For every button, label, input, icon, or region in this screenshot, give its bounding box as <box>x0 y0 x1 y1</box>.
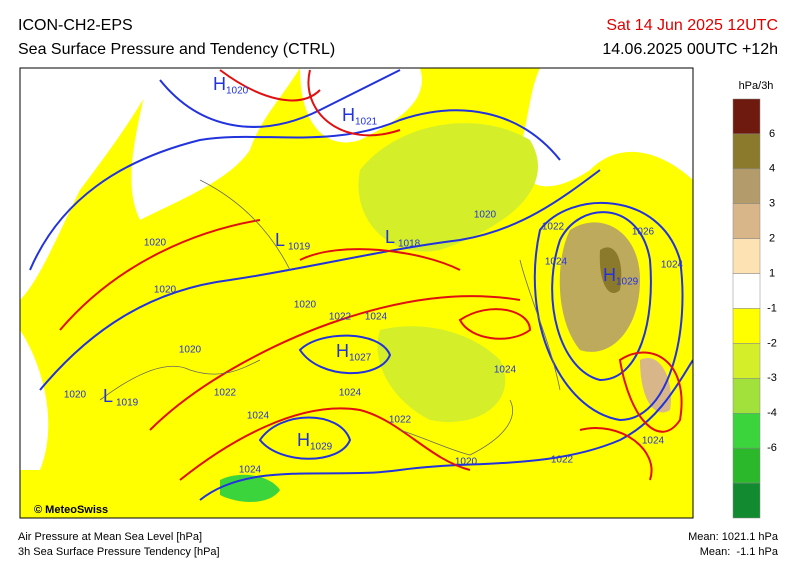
center-value: 1019 <box>116 398 139 409</box>
colorbar-swatch <box>732 133 761 170</box>
isobar-label: 1020 <box>144 238 167 249</box>
colorbar-swatch <box>732 168 761 204</box>
isobar-label: 1020 <box>154 285 177 296</box>
colorbar-label: 1 <box>769 267 775 279</box>
colorbar-label: -3 <box>767 372 777 384</box>
center-value: 1027 <box>349 353 372 364</box>
colorbar-swatch <box>732 482 761 519</box>
isobar-label: 1020 <box>474 210 497 221</box>
isobar-label: 1024 <box>494 365 517 376</box>
colorbar-label: 6 <box>769 128 775 140</box>
isobar-label: 1024 <box>247 411 270 422</box>
isobar-label: 1022 <box>329 312 352 323</box>
isobar-label: 1020 <box>455 457 478 468</box>
colorbar-label: -4 <box>767 407 777 419</box>
colorbar-swatch <box>732 378 761 414</box>
center-value: 1029 <box>616 277 639 288</box>
isobar-label: 1022 <box>551 455 574 466</box>
center-value: 1018 <box>398 239 421 250</box>
colorbar-swatch <box>732 98 761 135</box>
isobar-label: 1024 <box>239 465 262 476</box>
isobar-label: 1020 <box>294 300 317 311</box>
neutral-area <box>20 330 49 470</box>
tendency-lines <box>59 69 683 481</box>
map-title: Sea Surface Pressure and Tendency (CTRL) <box>18 41 335 58</box>
colorbar-swatch <box>732 413 761 449</box>
colorbar-label: 2 <box>769 233 775 245</box>
valid-time: Sat 14 Jun 2025 12UTC <box>606 17 778 34</box>
model-name: ICON-CH2-EPS <box>18 17 133 34</box>
center-letter: L <box>385 227 395 247</box>
neutral-area <box>131 68 300 220</box>
center-value: 1021 <box>355 117 378 128</box>
isobar-label: 1024 <box>365 312 388 323</box>
neutral-area <box>520 68 693 187</box>
colorbar-label: -1 <box>767 302 777 314</box>
tendency-area <box>599 247 622 294</box>
center-letter: H <box>213 74 226 94</box>
coastlines <box>99 179 561 456</box>
isobar-label: 1024 <box>661 260 684 271</box>
isobar-label: 1022 <box>542 222 565 233</box>
isobar-label: 1026 <box>632 227 655 238</box>
center-value: 1019 <box>288 242 311 253</box>
isobars <box>29 69 693 501</box>
center-letter: H <box>603 265 616 285</box>
center-letter: H <box>342 105 355 125</box>
colorbar-swatch <box>732 308 761 344</box>
colorbar-swatch <box>732 343 761 379</box>
tendency-area <box>377 326 506 422</box>
colorbar-label: -6 <box>767 442 777 454</box>
isobar-label: 1022 <box>389 415 412 426</box>
map-frame <box>19 67 694 519</box>
run-time: 14.06.2025 00UTC +12h <box>602 41 778 58</box>
colorbar-swatch <box>732 203 761 239</box>
isobar-label: 1020 <box>179 345 202 356</box>
center-value: 1029 <box>310 442 333 453</box>
isobar-label: 1024 <box>545 257 568 268</box>
mean-tendency: Mean: -1.1 hPa <box>700 546 779 558</box>
colorbar-swatch <box>732 238 761 274</box>
colorbar-label: 4 <box>769 163 775 175</box>
neutral-area <box>20 68 160 300</box>
center-letter: L <box>103 386 113 406</box>
credit: © MeteoSwiss <box>34 504 108 516</box>
center-letter: H <box>297 430 310 450</box>
colorbar-swatch <box>732 273 761 309</box>
colorbar-unit: hPa/3h <box>739 80 774 92</box>
colorbar-label: -2 <box>767 337 777 349</box>
isobar-label: 1024 <box>339 388 362 399</box>
colorbar-swatch <box>732 447 761 484</box>
center-letter: H <box>336 341 349 361</box>
tendency-area <box>358 123 538 252</box>
tendency-area <box>559 222 640 352</box>
isobar-label: 1022 <box>214 388 237 399</box>
mean-pressure: Mean: 1021.1 hPa <box>688 531 779 543</box>
isobar-label: 1020 <box>64 390 87 401</box>
isobar-label: 1024 <box>642 436 665 447</box>
colorbar: 6 4 3 2 1 -1 -2 -3 -4 -6 <box>732 98 777 519</box>
footer-line: Air Pressure at Mean Sea Level [hPa] <box>18 531 202 543</box>
center-letter: L <box>275 230 285 250</box>
colorbar-label: 3 <box>769 198 775 210</box>
tendency-area <box>640 358 671 413</box>
center-value: 1020 <box>226 86 249 97</box>
footer-line: 3h Sea Surface Pressure Tendency [hPa] <box>18 546 220 558</box>
